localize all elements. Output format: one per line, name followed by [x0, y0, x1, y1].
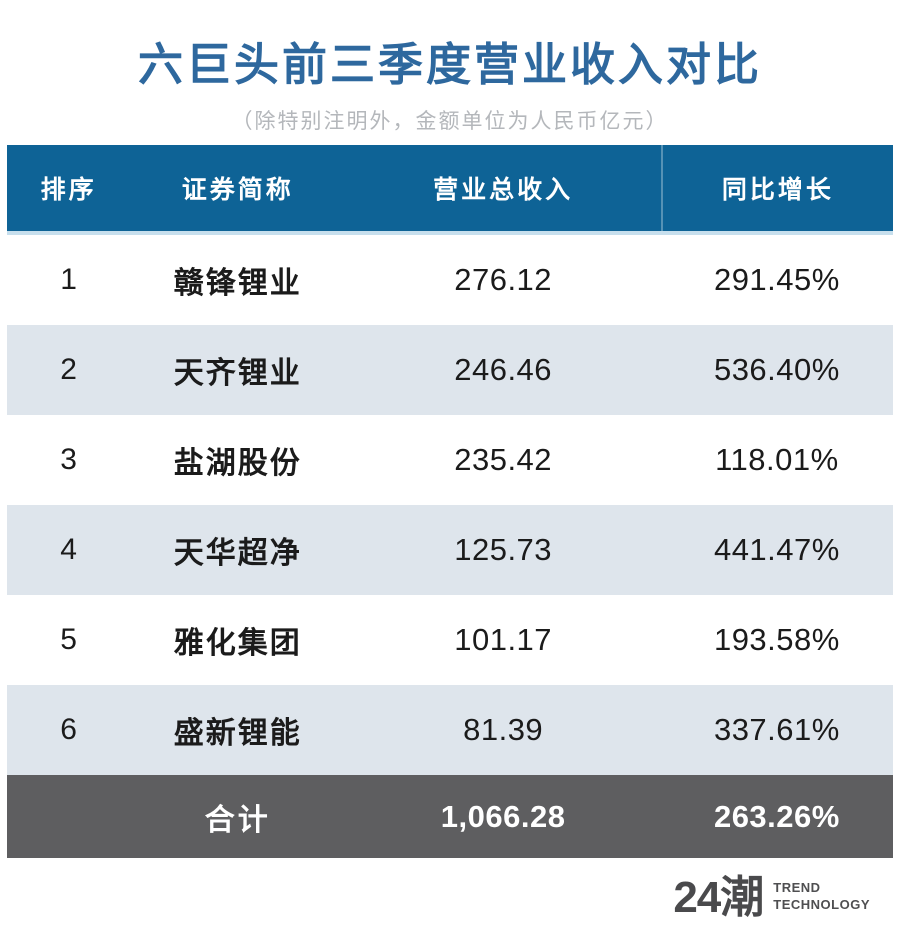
table-row: 4 天华超净 125.73 441.47% [7, 505, 893, 595]
cell-revenue: 246.46 [454, 352, 553, 387]
logo-tagline-line2: TECHNOLOGY [773, 896, 870, 912]
table-total-row: 合计 1,066.28 263.26% [7, 775, 893, 858]
cell-growth: 441.47% [713, 532, 840, 567]
cell-rank: 3 [60, 443, 77, 476]
total-growth: 263.26% [713, 798, 840, 834]
logo-24chao-wordmark: 24潮 [673, 873, 764, 922]
cell-rank: 6 [60, 713, 77, 746]
table-row: 1 赣锋锂业 276.12 291.45% [7, 235, 893, 325]
cell-growth: 291.45% [713, 262, 840, 297]
cell-name: 赣锋锂业 [173, 267, 302, 300]
cell-growth: 536.40% [713, 352, 840, 387]
total-revenue: 1,066.28 [440, 798, 566, 834]
cell-growth: 118.01% [715, 442, 839, 477]
page-title: 六巨头前三季度营业收入对比 [137, 39, 762, 90]
table-row: 5 雅化集团 101.17 193.58% [7, 595, 893, 685]
column-header-revenue: 营业总收入 [433, 176, 574, 204]
table-row: 2 天齐锂业 246.46 536.40% [7, 325, 893, 415]
cell-name: 天齐锂业 [173, 357, 302, 390]
table-row: 6 盛新锂能 81.39 337.61% [7, 685, 893, 775]
cell-name: 盛新锂能 [173, 717, 302, 750]
column-header-name: 证券简称 [181, 176, 294, 204]
column-header-rank: 排序 [40, 176, 97, 204]
cell-name: 雅化集团 [173, 627, 302, 660]
cell-growth: 337.61% [713, 712, 840, 747]
cell-rank: 2 [60, 353, 77, 386]
cell-name: 天华超净 [173, 537, 302, 570]
cell-rank: 4 [60, 533, 77, 566]
cell-name: 盐湖股份 [173, 447, 302, 480]
cell-growth: 193.58% [713, 622, 840, 657]
cell-revenue: 81.39 [463, 712, 544, 747]
cell-revenue: 235.42 [454, 442, 553, 477]
column-header-growth: 同比增长 [660, 145, 893, 231]
cell-rank: 5 [60, 623, 77, 656]
cell-revenue: 276.12 [454, 262, 553, 297]
brand-logo: 24潮 TREND TECHNOLOGY [673, 876, 870, 920]
cell-revenue: 125.73 [454, 532, 553, 567]
table-header-row: 排序 证券简称 营业总收入 同比增长 [7, 145, 893, 235]
table-row: 3 盐湖股份 235.42 118.01% [7, 415, 893, 505]
cell-revenue: 101.17 [454, 622, 553, 657]
revenue-comparison-table: 排序 证券简称 营业总收入 同比增长 1 赣锋锂业 276.12 291.45%… [7, 145, 893, 858]
logo-tagline-line1: TREND [773, 880, 821, 895]
logo-tagline: TREND TECHNOLOGY [773, 880, 870, 914]
total-label: 合计 [204, 803, 271, 837]
page-subtitle: （除特别注明外，金额单位为人民币亿元） [231, 110, 669, 133]
cell-rank: 1 [60, 263, 77, 296]
